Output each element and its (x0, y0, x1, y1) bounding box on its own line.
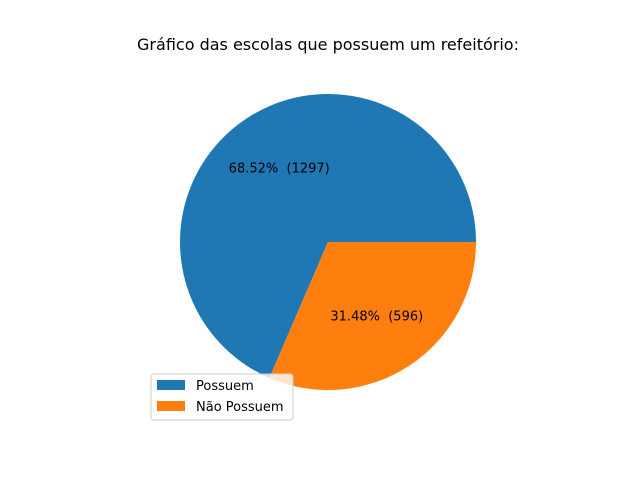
pie-slice-nao-possuem (269, 242, 476, 391)
legend-frame (150, 373, 294, 421)
legend-swatch-possuem (157, 380, 185, 390)
pie-slice-possuem (180, 94, 477, 378)
legend-label-nao-possuem: Não Possuem (196, 400, 284, 415)
pie-chart (180, 94, 477, 391)
pie-label-nao-possuem: 31.48% (596) (330, 310, 423, 325)
legend-swatch-nao-possuem (157, 401, 185, 411)
legend: Possuem Não Possuem (150, 373, 294, 421)
pie-labels: 68.52% (1297) 31.48% (596) (229, 161, 424, 324)
legend-label-possuem: Possuem (196, 379, 254, 394)
chart-title: Gráfico das escolas que possuem um refei… (137, 35, 519, 54)
pie-label-possuem: 68.52% (1297) (229, 161, 330, 176)
